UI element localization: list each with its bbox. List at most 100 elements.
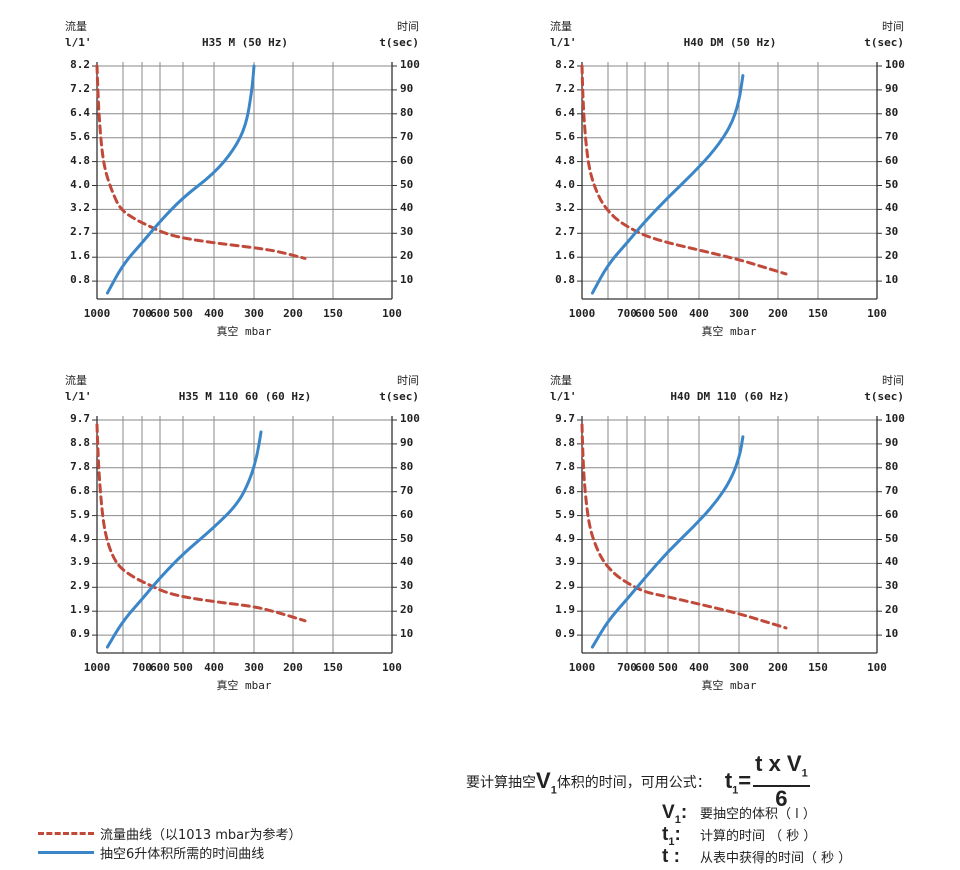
y-left-tick-label: 5.9: [555, 507, 575, 521]
x-tick-label: 600: [150, 307, 170, 320]
chart-svg: [92, 62, 397, 300]
y-right-tick-label: 70: [400, 129, 414, 143]
y-left-tick-label: 5.9: [70, 507, 90, 521]
legend-item-flow: 流量曲线（以1013 mbar为参考）: [38, 824, 301, 843]
formula-fraction: t x V1 6: [753, 752, 810, 811]
y-left-tick-label: 1.6: [555, 249, 575, 263]
y-right-tick-label: 80: [885, 459, 899, 473]
x-tick-label: 500: [173, 307, 193, 320]
y-left-tick-label: 6.8: [555, 483, 575, 497]
legend-label-flow: 流量曲线（以1013 mbar为参考）: [100, 828, 302, 843]
x-tick-label: 150: [808, 307, 828, 320]
y-right-tick-label: 30: [885, 579, 899, 593]
y-right-tick-label: 90: [400, 435, 414, 449]
y-right-tick-label: 50: [400, 531, 414, 545]
y-right-unit: t(sec): [379, 390, 419, 403]
x-tick-label: 400: [689, 307, 709, 320]
y-left-title: 流量: [550, 374, 572, 387]
x-tick-label: 1000: [83, 661, 111, 674]
y-right-unit: t(sec): [864, 390, 904, 403]
flow-curve-line: [580, 64, 788, 276]
y-right-tick-label: 80: [885, 105, 899, 119]
y-right-tick-label: 10: [400, 273, 414, 287]
y-right-tick-label: 50: [885, 177, 899, 191]
legend-item-time: 抽空6升体积所需的时间曲线: [38, 843, 301, 862]
formula-definitions: V1: 要抽空的体积（ l ） t1: 计算的时间 （ 秒 ） t : 从表中获…: [662, 802, 851, 868]
y-left-title: 流量: [65, 374, 87, 387]
time-curve-line: [105, 430, 263, 649]
time-curve-line: [105, 64, 256, 295]
chart-panel-h40dm-50hz: 流量 l/1' 时间 t(sec) H40 DM (50 Hz) 8.2 7.2 6.4 5.6…: [545, 12, 960, 362]
flow-curve-line: [95, 423, 307, 623]
x-axis-label: 真空 mbar: [216, 325, 272, 338]
formula-t1-symbol: t1=: [724, 767, 752, 796]
x-tick-label: 400: [204, 307, 224, 320]
y-right-tick-label: 60: [885, 153, 899, 167]
x-tick-label: 300: [244, 661, 264, 674]
x-tick-label: 400: [689, 661, 709, 674]
y-right-title: 时间: [397, 374, 419, 387]
x-tick-label: 100: [867, 307, 887, 320]
x-tick-label: 150: [808, 661, 828, 674]
chart-svg: [92, 416, 397, 654]
legend: 流量曲线（以1013 mbar为参考） 抽空6升体积所需的时间曲线: [38, 824, 301, 862]
y-right-tick-label: 70: [885, 483, 899, 497]
x-tick-label: 600: [635, 307, 655, 320]
y-left-tick-label: 7.8: [555, 459, 575, 473]
y-right-tick-label: 30: [885, 225, 899, 239]
y-right-unit: t(sec): [864, 36, 904, 49]
formula-line: 要计算抽空 V1 体积的时间，可用公式： t1= t x V1 6: [466, 752, 810, 811]
y-left-tick-label: 3.9: [555, 555, 575, 569]
y-left-tick-label: 2.7: [555, 225, 575, 239]
y-left-tick-label: 4.8: [555, 153, 575, 167]
x-tick-label: 500: [173, 661, 193, 674]
chart-svg: [577, 416, 882, 654]
y-right-tick-label: 80: [400, 459, 414, 473]
x-axis-label: 真空 mbar: [216, 679, 272, 692]
definition-v1: V1: 要抽空的体积（ l ）: [662, 802, 816, 826]
chart-panel-h35m-50hz: 流量 l/1' 时间 t(sec) H35 M (50 Hz) 8.2 7.2 6.4 5.6 4…: [60, 12, 540, 362]
y-left-tick-label: 0.9: [555, 627, 575, 641]
flow-curve-line: [580, 423, 788, 630]
y-left-tick-label: 0.8: [70, 273, 90, 287]
y-right-tick-label: 20: [400, 249, 414, 263]
y-right-tick-label: 10: [885, 627, 899, 641]
chart-title: H40 DM 110 (60 Hz): [670, 390, 790, 403]
y-right-tick-label: 40: [400, 201, 414, 215]
y-left-tick-label: 5.6: [555, 129, 575, 143]
y-right-tick-label: 70: [400, 483, 414, 497]
y-left-tick-label: 4.0: [555, 177, 575, 191]
y-left-tick-label: 8.8: [70, 435, 90, 449]
x-tick-label: 100: [382, 661, 402, 674]
y-left-tick-label: 5.6: [70, 129, 90, 143]
formula-intro: 要计算抽空: [466, 774, 536, 791]
y-left-tick-label: 8.2: [555, 58, 575, 71]
y-left-tick-label: 4.8: [70, 153, 90, 167]
chart-panel-h40dm110-60hz: 流量 l/1' 时间 t(sec) H40 DM 110 (60 Hz) 9.7 8.8 7.…: [545, 366, 960, 716]
y-left-tick-label: 0.9: [70, 627, 90, 641]
x-tick-label: 600: [635, 661, 655, 674]
y-left-unit: l/1': [65, 390, 92, 403]
x-tick-label: 200: [768, 661, 788, 674]
x-tick-label: 300: [729, 661, 749, 674]
y-left-tick-label: 3.2: [70, 201, 90, 215]
x-tick-label: 700: [132, 307, 152, 320]
y-left-tick-label: 4.9: [70, 531, 90, 545]
y-left-tick-label: 6.8: [70, 483, 90, 497]
y-right-tick-label: 60: [400, 507, 414, 521]
y-left-tick-label: 2.7: [70, 225, 90, 239]
y-right-tick-label: 50: [885, 531, 899, 545]
y-right-tick-label: 100: [885, 412, 905, 425]
x-tick-label: 700: [617, 307, 637, 320]
x-tick-label: 150: [323, 661, 343, 674]
y-right-tick-label: 40: [885, 201, 899, 215]
legend-solid-line-icon: [38, 851, 94, 854]
y-right-tick-label: 10: [400, 627, 414, 641]
x-tick-label: 1000: [568, 307, 596, 320]
x-tick-label: 1000: [568, 661, 596, 674]
y-left-tick-label: 1.6: [70, 249, 90, 263]
x-tick-label: 500: [658, 307, 678, 320]
y-left-tick-label: 6.4: [555, 105, 575, 119]
y-right-tick-label: 80: [400, 105, 414, 119]
x-tick-label: 400: [204, 661, 224, 674]
